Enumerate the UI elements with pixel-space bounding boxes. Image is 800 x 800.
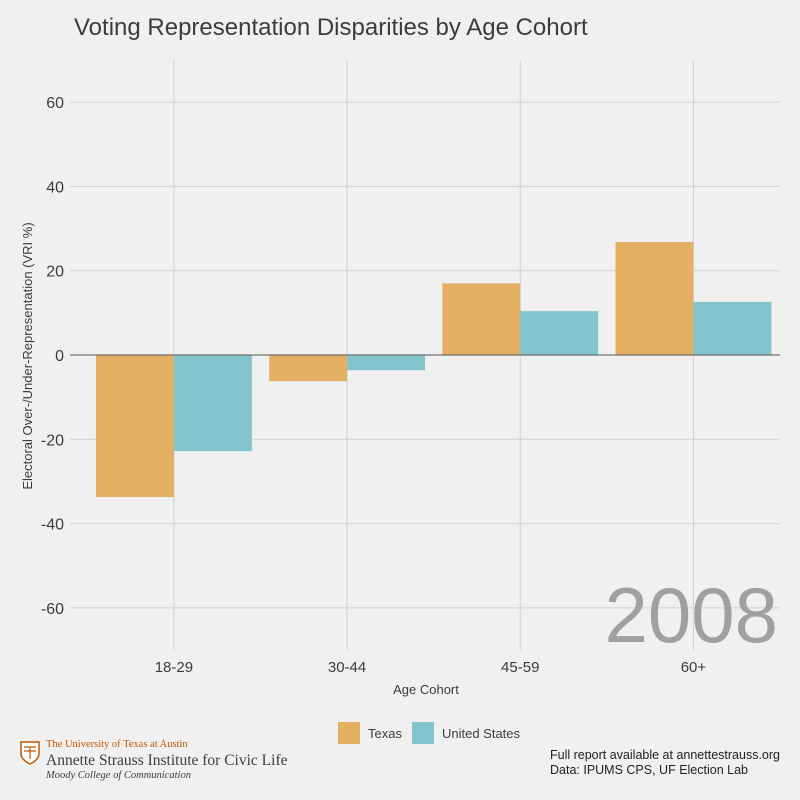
footer-note: Full report available at annettestrauss.… <box>550 748 780 778</box>
bar-texas-60+ <box>615 242 694 355</box>
y-tick-label: -20 <box>41 432 64 449</box>
legend-item-texas: Texas <box>338 722 402 744</box>
institute-logo: The University of Texas at Austin Annett… <box>20 739 288 782</box>
legend-label-texas: Texas <box>368 725 402 741</box>
y-tick-label: 0 <box>55 348 64 365</box>
logo-university: The University of Texas at Austin <box>46 739 188 750</box>
y-tick-label: -60 <box>41 601 64 618</box>
legend-swatch-united-states <box>411 722 434 744</box>
x-tick-label: 30-44 <box>328 659 366 676</box>
legend-label-united-states: United States <box>441 725 521 741</box>
bar-group <box>95 242 772 498</box>
footer-data-source: Data: IPUMS CPS, UF Election Lab <box>550 763 748 777</box>
legend: Texas United States <box>338 722 530 744</box>
y-tick-label: -40 <box>41 517 64 534</box>
bar-united-states-30-44 <box>347 355 425 371</box>
footer-report-link: Full report available at annettestrauss.… <box>550 748 780 762</box>
y-tick-label: 40 <box>46 179 64 196</box>
x-tick-label: 45-59 <box>501 659 539 676</box>
bar-texas-30-44 <box>269 355 348 382</box>
y-axis-title: Electoral Over-/Under-Representation (VR… <box>20 222 35 489</box>
x-axis-title: Age Cohort <box>393 682 459 697</box>
bar-united-states-18-29 <box>173 355 252 452</box>
bar-united-states-60+ <box>693 301 772 355</box>
logo-college: Moody College of Communication <box>46 770 191 781</box>
logo-institute: Annette Strauss Institute for Civic Life <box>46 751 288 769</box>
chart-title: Voting Representation Disparities by Age… <box>74 14 588 41</box>
x-tick-label: 60+ <box>681 659 707 676</box>
ut-seal-icon <box>20 741 40 765</box>
legend-swatch-texas <box>338 722 360 744</box>
y-tick-label: 60 <box>46 95 64 112</box>
axes: -60 -40 -20 0 20 40 60 18-29 30-44 45-59 60+ <box>41 95 780 676</box>
bar-texas-18-29 <box>95 355 174 498</box>
bar-united-states-45-59 <box>520 311 599 355</box>
y-tick-label: 20 <box>46 264 64 281</box>
x-tick-label: 18-29 <box>155 659 193 676</box>
bar-texas-45-59 <box>442 283 521 355</box>
year-label: 2008 <box>604 571 778 659</box>
legend-item-united-states: United States <box>411 722 521 744</box>
